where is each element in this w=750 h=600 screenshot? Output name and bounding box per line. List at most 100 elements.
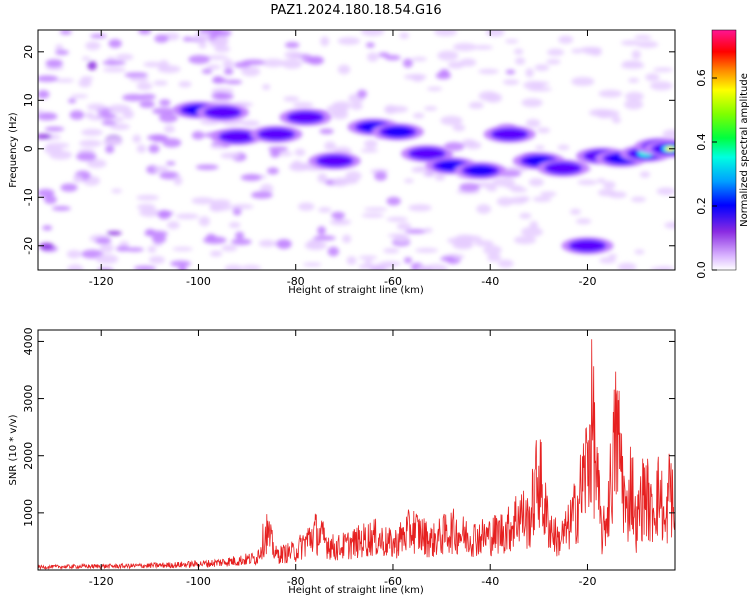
heatmap-cell: [191, 197, 214, 205]
y-tick-label: -10: [22, 188, 35, 206]
heatmap-cell: [426, 86, 443, 91]
y-tick-label: 4000: [22, 327, 35, 355]
heatmap-cell: [95, 237, 112, 245]
heatmap-cell: [262, 84, 271, 90]
heatmap-cell: [133, 265, 157, 270]
heatmap-cell: [211, 92, 229, 100]
line-x-ticks: -120 -100 -80 -60 -40 -20: [89, 330, 596, 588]
heatmap-cell: [374, 171, 387, 181]
heatmap-cell: [101, 120, 117, 126]
y-tick-label: -20: [22, 237, 35, 255]
heatmap-cell: [301, 57, 322, 63]
heatmap-cell: [284, 41, 300, 49]
heatmap-cell: [630, 196, 647, 203]
heatmap-cell: [485, 30, 505, 37]
y-tick-label: 0: [22, 145, 35, 152]
heatmap-cell: [434, 30, 458, 37]
heatmap-cell: [114, 117, 124, 122]
heatmap-cell: [44, 195, 57, 205]
heatmap-cell: [281, 58, 303, 69]
line-panel: -120 -100 -80 -60 -40 -20 1000 2000 3000 4000 He…: [8, 327, 676, 596]
heatmap-cell: [525, 68, 534, 78]
heatmap-cell: [364, 139, 378, 149]
heatmap-cell: [102, 67, 127, 73]
heatmap-cell: [332, 177, 349, 187]
ridge-blob: [218, 130, 257, 144]
heatmap-cell: [175, 213, 199, 220]
heatmap-cell: [628, 77, 640, 83]
x-tick-label: -120: [89, 575, 114, 588]
heatmap-cell: [44, 126, 65, 132]
heatmap-cell: [68, 98, 77, 104]
heatmap-cell: [608, 254, 618, 259]
heatmap-cell: [452, 124, 466, 132]
heatmap-cell: [546, 59, 561, 65]
heatmap-cell: [153, 80, 168, 86]
heatmap-cell: [162, 138, 182, 148]
heatmap-cell: [45, 142, 70, 149]
heatmap-cell: [122, 109, 134, 120]
heatmap-cell: [396, 222, 412, 231]
ridge-blob: [257, 127, 296, 141]
heatmap-cell: [634, 35, 652, 40]
colorbar-ticks: 0.0 0.2 0.4 0.6: [695, 69, 717, 279]
line-frame: [37, 329, 676, 571]
heatmap-cell: [342, 234, 352, 244]
heatmap-cell: [324, 141, 337, 151]
heatmap-cell: [86, 159, 107, 169]
heatmap-cell: [87, 61, 97, 71]
heatmap-cell: [528, 178, 544, 187]
heatmap-cell: [283, 96, 300, 102]
heatmap-cell: [571, 76, 595, 87]
heatmap-cell: [440, 256, 456, 262]
heatmap-cell: [38, 75, 59, 83]
heatmap-cell: [81, 128, 103, 136]
heatmap-cell: [115, 53, 134, 61]
heatmap-cell: [569, 208, 581, 215]
heatmap-cell: [513, 48, 524, 55]
heatmap-cell: [79, 139, 102, 148]
heatmap-cell: [649, 81, 673, 91]
heatmap-cell: [111, 188, 123, 194]
heatmap-cell: [366, 52, 379, 62]
heatmap-cell: [178, 265, 187, 270]
heatmap-cell: [122, 93, 146, 102]
heatmap-cell: [228, 222, 241, 229]
heatmap-cell: [337, 37, 361, 45]
colorbar-gradient: [712, 30, 736, 270]
heatmap-cell: [132, 134, 142, 143]
ridge-blob: [467, 165, 494, 176]
heatmap-cell: [90, 33, 107, 39]
y-tick-label: 1000: [22, 499, 35, 527]
heatmap-cell: [38, 89, 50, 99]
heatmap-cell: [478, 68, 499, 74]
heatmap-cell: [80, 76, 94, 81]
heatmap-cell: [363, 207, 388, 212]
heatmap-frame: [37, 29, 676, 271]
heatmap-cell: [294, 148, 306, 157]
heatmap-cell: [384, 105, 409, 113]
heatmap-cell: [422, 171, 434, 177]
heatmap-cell: [81, 249, 104, 259]
heatmap-cell: [452, 239, 474, 250]
colorbar-tick-label: 0.6: [695, 69, 708, 87]
heatmap-cell: [404, 178, 414, 183]
heatmap-cell: [536, 127, 551, 134]
heatmap-cell: [51, 146, 63, 154]
heatmap-cell: [360, 30, 385, 37]
heatmap-cell: [505, 185, 523, 190]
heatmap-cell: [261, 58, 285, 68]
heatmap-cell: [193, 32, 211, 42]
heatmap-cell: [313, 235, 336, 241]
heatmap-cell: [350, 102, 363, 110]
heatmap-cell: [583, 47, 600, 55]
heatmap-cell: [39, 242, 54, 250]
heatmap-cell: [505, 69, 516, 75]
heatmap-cell: [411, 56, 428, 62]
x-tick-label: -60: [384, 575, 402, 588]
heatmap-cell: [645, 73, 660, 82]
snr-series-line: [38, 339, 675, 570]
colorbar-tick-label: 0.0: [695, 261, 708, 279]
heatmap-cell: [415, 247, 439, 253]
